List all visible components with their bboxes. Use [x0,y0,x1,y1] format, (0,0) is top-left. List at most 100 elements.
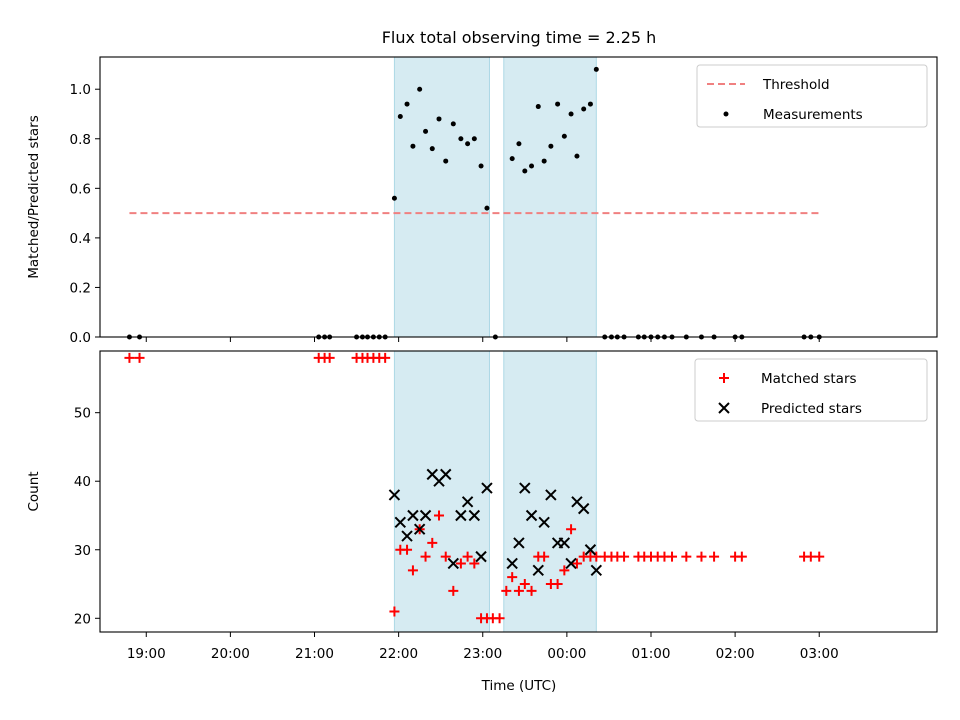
x-tick-label: 00:00 [547,646,586,662]
data-point [388,489,401,501]
legend-dot-swatch [723,111,729,117]
chart-title: Flux total observing time = 2.25 h [382,28,657,47]
y-tick-label: 40 [74,474,91,490]
legend-label: Measurements [763,107,863,123]
data-point [447,557,460,570]
legend-cross-swatch [718,402,730,414]
data-point [571,558,582,569]
data-point [516,141,522,147]
data-point [545,489,557,501]
data-point [407,509,419,522]
observing-window [503,350,597,633]
x-tick-label: 23:00 [463,646,502,662]
data-point [591,551,602,562]
x-tick-label: 19:00 [127,646,166,662]
series-cross [388,468,603,577]
data-point [507,572,518,583]
observing-window [503,56,597,338]
data-point [465,141,471,147]
data-point [568,111,574,117]
data-point [324,352,335,363]
data-point [566,524,577,535]
data-point [478,163,484,169]
data-point [397,113,403,119]
observing-window [393,56,490,338]
data-point [394,516,407,529]
data-point [389,606,400,617]
data-point [513,537,525,549]
data-point [494,613,505,624]
data-point [410,143,416,149]
legend-label: Matched stars [761,371,857,387]
data-point [448,585,459,596]
data-point [552,579,563,590]
data-point [440,551,451,562]
data-point [455,509,467,522]
data-point [429,146,435,152]
data-point [667,551,678,562]
data-point [574,153,580,159]
bottom-panel: 20 30 40 50 19:00 20:00 21:00 22:00 23:00 00:00 01… [26,350,938,662]
x-tick-label: 03:00 [800,646,839,662]
axes-frame [99,350,938,633]
data-point [455,558,466,569]
data-point [539,551,550,562]
y-tick-label: 50 [74,406,91,422]
y-tick-label: 0.0 [70,330,91,346]
data-point [404,101,410,107]
data-point [681,551,692,562]
data-point [541,158,547,164]
x-tick-label: 21:00 [295,646,334,662]
data-point [587,101,593,107]
data-point [506,557,518,570]
data-point [590,564,603,577]
data-point [555,101,561,107]
data-point [519,482,531,494]
data-point [443,158,449,164]
data-point [380,352,391,363]
top-panel: 0.0 0.2 0.4 0.6 0.8 1.0 Matched/Predicted star… [26,56,938,346]
data-point [420,551,431,562]
data-point [561,133,567,139]
data-point [461,496,474,508]
axes-frame [99,56,938,338]
data-point [427,537,438,548]
data-point [814,551,825,562]
data-point [434,510,445,521]
data-point [532,564,544,577]
data-point [696,551,707,562]
data-point [559,565,570,576]
data-point [475,550,487,563]
data-point [402,544,413,555]
data-point [471,136,477,142]
legend: Matched stars Predicted stars [694,358,928,422]
data-point [391,195,397,201]
data-point [440,468,452,481]
data-point [593,66,599,72]
data-point [581,106,587,112]
data-point [417,86,423,92]
x-axis-label: Time (UTC) [481,678,557,694]
legend: Threshold Measurements [696,64,928,128]
data-point [423,128,429,134]
data-point [529,163,535,169]
data-point [462,551,473,562]
data-point [513,585,524,596]
legend-box [694,358,928,422]
y-tick-label: 30 [74,543,91,559]
data-point [525,509,538,522]
data-point [450,121,456,127]
y-tick-label: 0.2 [70,280,91,296]
y-axis-label: Matched/Predicted stars [26,115,42,278]
data-point [436,116,442,122]
data-point [458,136,464,142]
data-point [509,156,515,162]
legend-box [696,64,928,128]
data-point [519,579,530,590]
data-point [124,352,135,363]
y-tick-label: 20 [74,611,91,627]
observing-window [393,350,490,633]
data-point [401,530,413,542]
data-point [468,509,481,522]
data-point [709,551,720,562]
